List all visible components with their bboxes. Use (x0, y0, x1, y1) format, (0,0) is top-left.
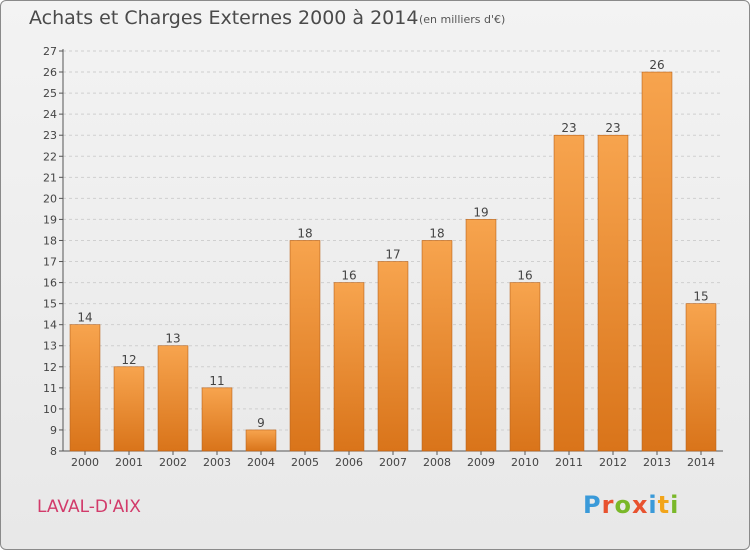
data-label: 19 (473, 205, 488, 219)
x-tick-label: 2007 (379, 456, 407, 469)
chart-title: Achats et Charges Externes 2000 à 2014 (29, 7, 419, 29)
y-tick-label: 21 (43, 171, 57, 184)
y-tick-label: 13 (43, 340, 57, 353)
y-tick-label: 9 (50, 424, 57, 437)
bar-2002 (157, 345, 189, 452)
y-tick-label: 20 (43, 192, 57, 205)
data-label: 9 (257, 416, 265, 430)
data-label: 11 (209, 374, 224, 388)
data-label: 15 (693, 290, 708, 304)
logo-letter: r (601, 491, 615, 519)
logo-letter: i (648, 491, 658, 519)
data-label: 13 (165, 332, 180, 346)
y-tick-label: 24 (43, 108, 57, 121)
x-tick-label: 2012 (599, 456, 627, 469)
y-tick-label: 26 (43, 66, 57, 79)
data-label: 14 (77, 311, 92, 325)
x-tick-labels: 2000 2001 2002 2003 2004 2005 2006 2007 2008 2009… (71, 456, 715, 469)
logo-letter: o (614, 491, 632, 519)
data-labels: 14 12 13 11 9 18 16 17 18 19 16 23 23 26 15 (77, 58, 708, 430)
chart-subtitle: (en milliers d'€) (419, 13, 506, 26)
proxiti-logo: Proxiti (583, 491, 679, 519)
data-label: 18 (297, 226, 312, 240)
x-tick-label: 2005 (291, 456, 319, 469)
x-tick-label: 2008 (423, 456, 451, 469)
y-tick-label: 14 (43, 319, 57, 332)
bar-2005 (289, 240, 321, 452)
x-tick-label: 2014 (687, 456, 715, 469)
bar-2012 (597, 134, 629, 452)
commune-name: LAVAL-D'AIX (37, 497, 141, 517)
y-tick-label: 12 (43, 361, 57, 374)
data-label: 26 (649, 58, 664, 72)
x-tick-label: 2003 (203, 456, 231, 469)
x-tick-label: 2010 (511, 456, 539, 469)
y-tick-label: 8 (50, 445, 57, 458)
y-tick-label: 27 (43, 45, 57, 58)
x-tick-label: 2013 (643, 456, 671, 469)
bar-2003 (201, 387, 233, 452)
data-label: 16 (341, 269, 356, 283)
bar-2000 (69, 324, 101, 452)
y-tick-label: 22 (43, 150, 57, 163)
bar-chart: 14 12 13 11 9 18 16 17 18 19 16 23 23 26 15 8 9 10 11 12 13… (43, 45, 723, 469)
bar-2008 (421, 240, 453, 452)
y-tick-label: 18 (43, 234, 57, 247)
logo-letter: x (631, 491, 649, 519)
y-tick-label: 10 (43, 403, 57, 416)
y-tick-label: 15 (43, 298, 57, 311)
data-label: 18 (429, 226, 444, 240)
logo-letter: t (657, 491, 671, 519)
y-tick-label: 17 (43, 256, 57, 269)
data-label: 17 (385, 248, 400, 262)
bar-2013 (641, 71, 673, 452)
y-tick-label: 23 (43, 129, 57, 142)
x-tick-label: 2006 (335, 456, 363, 469)
data-label: 23 (561, 121, 576, 135)
bar-2010 (509, 282, 541, 452)
bars (69, 71, 717, 452)
bar-2007 (377, 261, 409, 452)
bar-2011 (553, 134, 585, 452)
x-tick-label: 2001 (115, 456, 143, 469)
data-label: 16 (517, 269, 532, 283)
data-label: 12 (121, 353, 136, 367)
y-tick-label: 11 (43, 382, 57, 395)
logo-letter: i (670, 491, 680, 519)
bar-2009 (465, 219, 497, 452)
bar-2004 (245, 429, 277, 452)
bar-2001 (113, 366, 145, 452)
bar-2014 (685, 303, 717, 452)
data-label: 23 (605, 121, 620, 135)
x-tick-label: 2011 (555, 456, 583, 469)
logo-letter: P (583, 491, 602, 519)
x-tick-label: 2002 (159, 456, 187, 469)
x-tick-label: 2009 (467, 456, 495, 469)
bar-2006 (333, 282, 365, 452)
y-tick-label: 16 (43, 277, 57, 290)
y-tick-label: 25 (43, 87, 57, 100)
y-tick-label: 19 (43, 213, 57, 226)
y-tick-labels: 8 9 10 11 12 13 14 15 16 17 18 19 20 21 22 23 24 25 26 27 (43, 45, 57, 458)
x-tick-label: 2004 (247, 456, 275, 469)
x-tick-label: 2000 (71, 456, 99, 469)
